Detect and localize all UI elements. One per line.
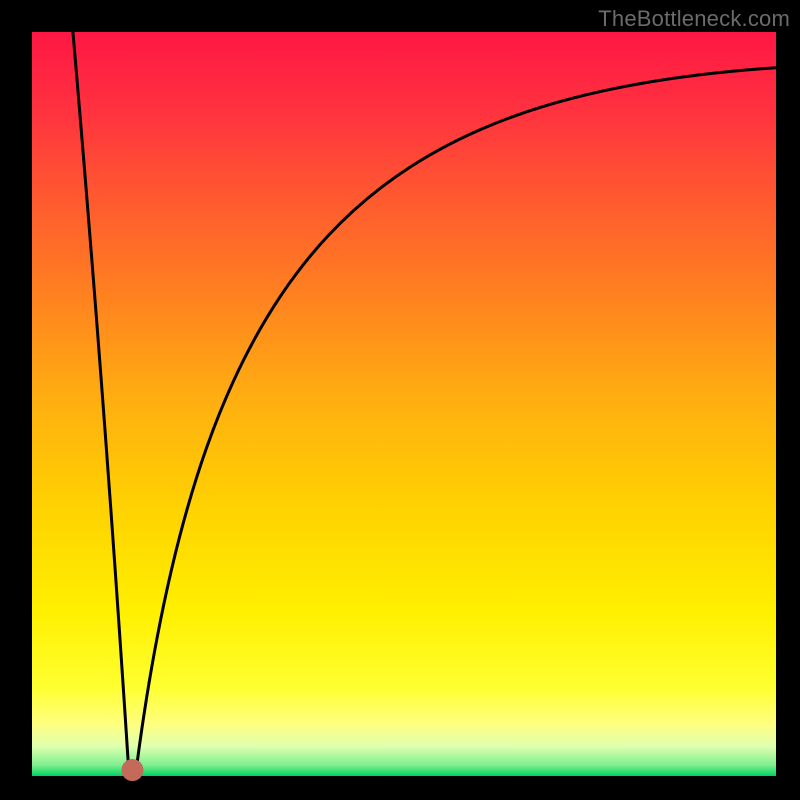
gradient-background xyxy=(32,32,776,776)
optimal-point-marker xyxy=(121,759,143,781)
bottleneck-chart xyxy=(0,0,800,800)
watermark-text: TheBottleneck.com xyxy=(598,6,790,32)
chart-container: TheBottleneck.com xyxy=(0,0,800,800)
